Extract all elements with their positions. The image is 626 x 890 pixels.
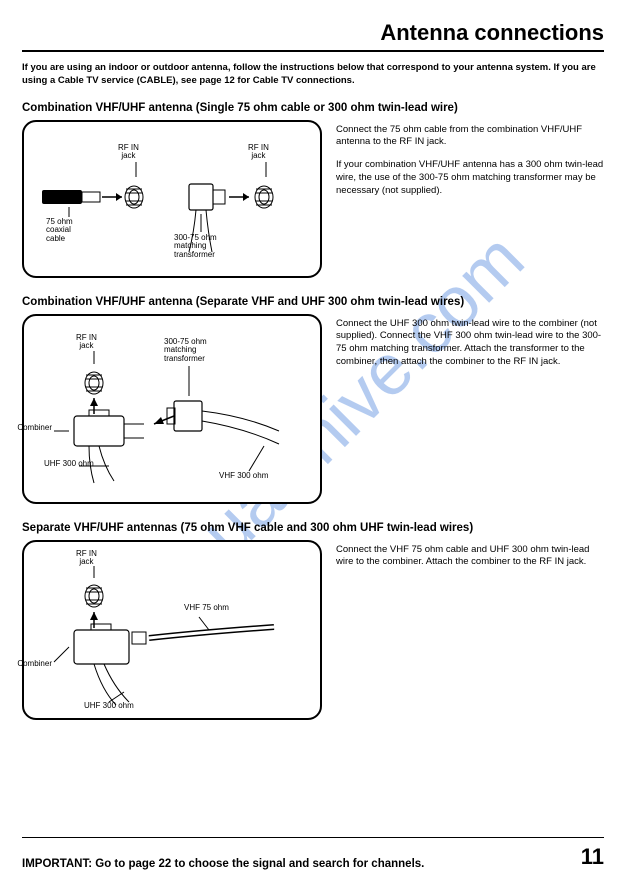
section-3-text: Connect the VHF 75 ohm cable and UHF 300… xyxy=(336,540,604,720)
label-xfmr-1: 300-75 ohmmatchingtransformer xyxy=(174,234,217,260)
section-3: RF INjack Combiner VHF 75 ohm UHF 300 oh… xyxy=(22,540,604,720)
label-vhf-3: VHF 75 ohm xyxy=(184,604,229,613)
section-1-heading: Combination VHF/UHF antenna (Single 75 o… xyxy=(22,102,604,114)
section-2-heading: Combination VHF/UHF antenna (Separate VH… xyxy=(22,296,604,308)
footer-text: IMPORTANT: Go to page 22 to choose the s… xyxy=(22,858,424,870)
label-uhf-2: UHF 300 ohm xyxy=(44,460,94,469)
label-rfin-1b: RF INjack xyxy=(248,144,269,162)
diagram-1: RF INjack RF INjack 75 ohmcoaxialcable 3… xyxy=(22,120,322,278)
label-rfin-3: RF INjack xyxy=(76,550,97,568)
label-xfmr-2: 300-75 ohmmatchingtransformer xyxy=(164,338,207,364)
section-1-p1: Connect the 75 ohm cable from the combin… xyxy=(336,124,604,150)
diagram-2: RF INjack 300-75 ohmmatchingtransformer … xyxy=(22,314,322,504)
label-combiner-2: Combiner xyxy=(17,424,52,433)
section-3-heading: Separate VHF/UHF antennas (75 ohm VHF ca… xyxy=(22,522,604,534)
page-title: Antenna connections xyxy=(22,20,604,52)
label-uhf-3: UHF 300 ohm xyxy=(84,702,134,711)
label-vhf-2: VHF 300 ohm xyxy=(219,472,268,481)
label-rfin-1a: RF INjack xyxy=(118,144,139,162)
label-coax-1: 75 ohmcoaxialcable xyxy=(46,218,73,244)
footer: IMPORTANT: Go to page 22 to choose the s… xyxy=(22,837,604,870)
page-number: 11 xyxy=(581,844,604,870)
section-1-p2: If your combination VHF/UHF antenna has … xyxy=(336,159,604,197)
section-2-p1: Connect the UHF 300 ohm twin-lead wire t… xyxy=(336,318,604,369)
label-rfin-2: RF INjack xyxy=(76,334,97,352)
section-2: RF INjack 300-75 ohmmatchingtransformer … xyxy=(22,314,604,504)
section-1: RF INjack RF INjack 75 ohmcoaxialcable 3… xyxy=(22,120,604,278)
diagram-3: RF INjack Combiner VHF 75 ohm UHF 300 oh… xyxy=(22,540,322,720)
section-3-p1: Connect the VHF 75 ohm cable and UHF 300… xyxy=(336,544,604,570)
intro-text: If you are using an indoor or outdoor an… xyxy=(22,62,604,88)
section-2-text: Connect the UHF 300 ohm twin-lead wire t… xyxy=(336,314,604,504)
label-combiner-3: Combiner xyxy=(17,660,52,669)
diagram-1-svg xyxy=(24,122,320,276)
diagram-3-svg xyxy=(24,542,320,718)
section-1-text: Connect the 75 ohm cable from the combin… xyxy=(336,120,604,278)
